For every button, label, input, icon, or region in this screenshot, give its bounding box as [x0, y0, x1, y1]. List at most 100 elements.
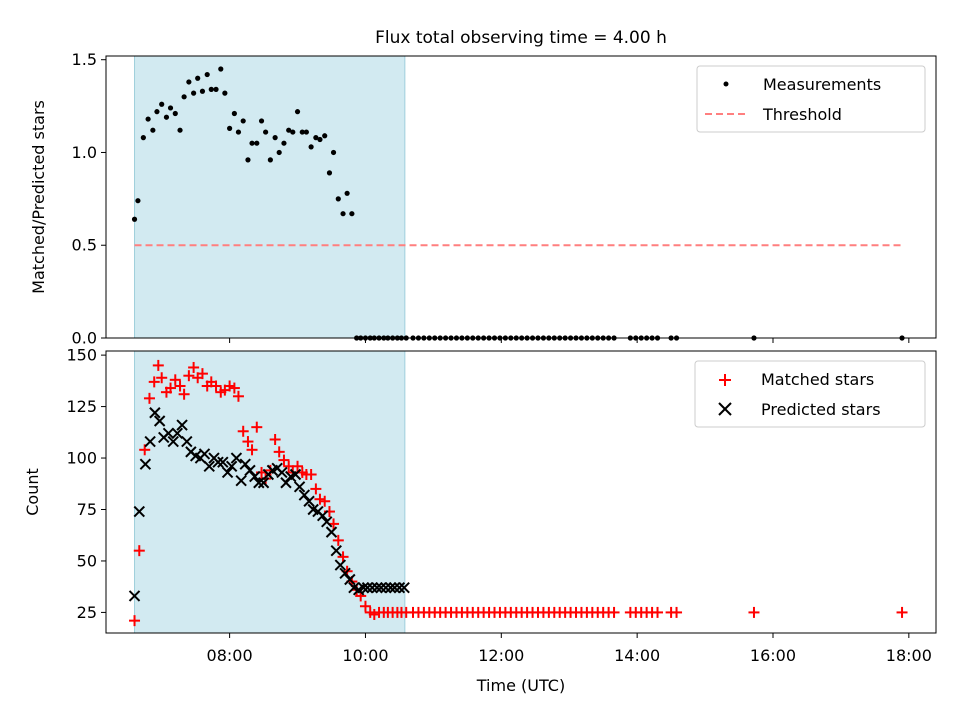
- predicted-stars-point: [388, 582, 401, 594]
- predicted-stars-point: [221, 466, 234, 479]
- measurements-point: [140, 135, 146, 141]
- matched-stars-point: [305, 469, 317, 481]
- predicted-stars-point: [321, 516, 333, 528]
- predicted-stars-point: [253, 477, 265, 489]
- measurements-point: [131, 216, 138, 222]
- bottom-legend-box: [694, 360, 926, 428]
- top-legend-box: [696, 65, 926, 133]
- measurements-point: [303, 129, 309, 135]
- matched-stars-point: [210, 380, 222, 392]
- measurements-point: [172, 110, 178, 117]
- predicted-stars-point: [212, 456, 224, 468]
- predicted-stars-point: [249, 470, 261, 483]
- measurements-point: [150, 127, 156, 133]
- predicted-stars-point: [298, 489, 311, 501]
- measurements-point: [299, 129, 305, 135]
- predicted-stars-point: [325, 526, 338, 538]
- measurements-point: [167, 105, 174, 111]
- measurements-point: [227, 125, 233, 131]
- y-tick-label: 0.5: [72, 236, 97, 255]
- predicted-stars-point: [398, 582, 410, 594]
- measurements-point: [177, 127, 183, 133]
- measurements-point: [204, 71, 210, 78]
- matched-stars-point: [228, 382, 240, 394]
- measurements-point: [135, 198, 141, 204]
- predicted-stars-point: [144, 435, 156, 448]
- predicted-stars-point: [198, 448, 211, 460]
- matched-stars-point: [251, 421, 263, 433]
- matched-stars-point: [139, 444, 151, 456]
- predicted-stars-point: [203, 460, 215, 472]
- measurements-point: [335, 196, 341, 202]
- measurements-point: [340, 211, 346, 217]
- measurements-point: [235, 129, 242, 135]
- predicted-stars-point: [217, 456, 229, 468]
- bottom-y-axis-label: Count: [23, 468, 42, 516]
- measurements-point: [317, 136, 323, 143]
- bottom-shaded-interval: [134, 351, 405, 633]
- matched-stars-point: [608, 606, 620, 618]
- legend-marker-predicted-stars: [718, 402, 732, 416]
- top-shaded-interval: [134, 56, 405, 338]
- legend-label-matched-stars: Matched stars: [761, 370, 874, 389]
- predicted-stars-point: [330, 544, 342, 557]
- predicted-stars-point: [380, 582, 392, 594]
- y-tick-label: 0.0: [72, 329, 97, 348]
- measurements-point: [208, 86, 214, 92]
- top-y-axis-label: Matched/Predicted stars: [29, 100, 48, 294]
- measurements-point: [258, 118, 265, 124]
- matched-stars-point: [174, 380, 186, 392]
- measurements-point: [218, 66, 224, 72]
- measurements-point: [276, 149, 282, 156]
- top-legend: Measurements Threshold: [696, 65, 926, 133]
- matched-stars-point: [183, 370, 195, 382]
- matched-stars-point: [292, 460, 304, 472]
- predicted-stars-point: [139, 458, 152, 470]
- y-tick-label: 125: [66, 397, 97, 416]
- matched-stars-point: [310, 483, 322, 495]
- matched-stars-point: [232, 390, 244, 402]
- matched-stars-point: [169, 374, 181, 386]
- bottom-x-axis: 08:00 10:00 12:00 14:00 16:00 18:00: [207, 633, 932, 665]
- top-x-ticks: [229, 338, 910, 343]
- matched-stars-point: [332, 534, 344, 546]
- measurements-point: [290, 129, 296, 135]
- figure-title: Flux total observing time = 4.00 h: [375, 28, 667, 48]
- top-plot-frame: [105, 55, 937, 339]
- matched-stars-point: [359, 600, 371, 612]
- measurements-point: [213, 86, 219, 92]
- bottom-legend: Matched stars Predicted stars: [694, 360, 926, 428]
- matched-stars-point: [671, 606, 683, 618]
- y-tick-label: 150: [66, 346, 97, 365]
- matched-stars-point: [278, 454, 290, 466]
- predicted-stars-point: [339, 567, 351, 580]
- predicted-stars-point: [239, 458, 251, 470]
- top-panel: 0.0 0.5 1.0 1.5 Matched/Predicted stars Mea…: [29, 50, 937, 348]
- measurements-point: [294, 109, 301, 115]
- predicted-stars-point: [371, 582, 383, 594]
- y-tick-label: 1.5: [72, 50, 97, 69]
- predicted-stars-point: [280, 477, 292, 489]
- x-tick-label: 14:00: [614, 646, 660, 665]
- measurements-point: [254, 140, 260, 146]
- measurements-point: [349, 211, 355, 217]
- matched-stars-point: [165, 382, 177, 394]
- matched-stars-point: [314, 493, 326, 505]
- matched-stars-point: [337, 551, 349, 563]
- predicted-stars-point: [361, 582, 374, 594]
- measurements-point: [163, 114, 170, 120]
- matched-stars-point: [242, 436, 254, 448]
- measurements-point: [245, 157, 251, 163]
- top-y-axis: 0.0 0.5 1.0 1.5: [72, 50, 106, 348]
- predicted-stars-point: [128, 590, 141, 602]
- legend-marker-matched-stars: [719, 374, 731, 386]
- measurements-point: [286, 127, 292, 133]
- measurements-point: [330, 149, 337, 156]
- predicted-stars-point: [344, 573, 356, 586]
- measurements-point: [272, 135, 278, 141]
- matched-stars-point: [148, 376, 160, 388]
- measurements-point: [195, 75, 201, 81]
- legend-label-predicted-stars: Predicted stars: [761, 400, 881, 419]
- measurements-point: [313, 135, 319, 141]
